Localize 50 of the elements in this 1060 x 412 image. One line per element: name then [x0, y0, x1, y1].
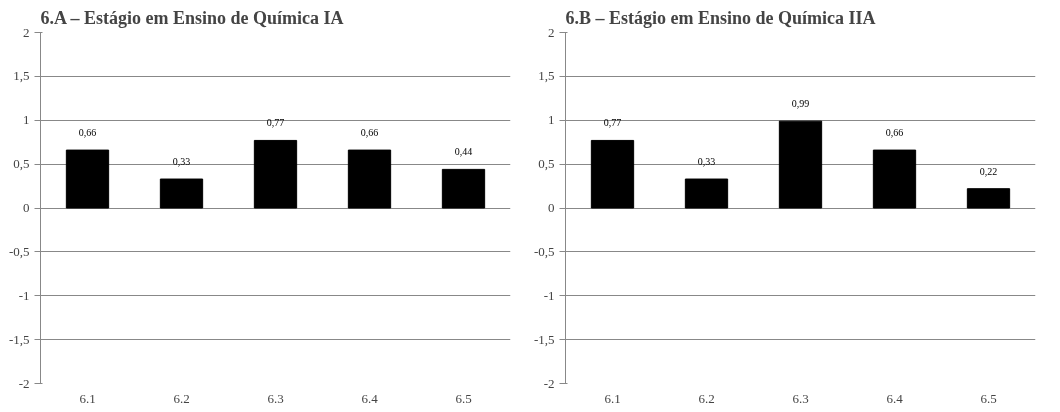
- chart-title: 6.A – Estágio em Ensino de Química IA: [40, 7, 344, 28]
- y-tick-label: 1,5: [13, 68, 30, 84]
- bar: [65, 149, 110, 209]
- y-tick-label: 2: [548, 24, 555, 40]
- x-tick-label: 6.1: [79, 390, 96, 406]
- x-tick-label: 6.2: [173, 390, 190, 406]
- y-tick-label: 1: [23, 112, 30, 128]
- y-tick-label: -1,5: [8, 331, 30, 347]
- x-tick-label: 6.5: [980, 390, 997, 406]
- y-tick-label: -2: [543, 375, 555, 391]
- y-tick-label: 1: [548, 112, 555, 128]
- text: 0,77: [603, 117, 622, 129]
- y-tick-label: -2: [18, 375, 30, 391]
- y-tick-label: -0,5: [533, 243, 555, 259]
- text: 0,22: [979, 165, 998, 177]
- x-tick-label: 6.1: [604, 390, 621, 406]
- x-tick-label: 6.2: [698, 390, 715, 406]
- bar: [872, 149, 917, 209]
- y-tick-label: -0,5: [8, 243, 30, 259]
- text: 0,99: [791, 98, 810, 110]
- bar: [159, 178, 204, 209]
- y-tick-label: 0: [548, 200, 555, 215]
- y-tick-label: 0,5: [13, 156, 30, 172]
- bar: [778, 120, 823, 209]
- bar: [684, 178, 729, 209]
- bar: [441, 168, 486, 209]
- chart-title: 6.B – Estágio em Ensino de Química IIA: [565, 7, 876, 28]
- y-tick-label: 2: [23, 24, 30, 40]
- text: 0,33: [172, 156, 191, 167]
- x-tick-label: 6.4: [886, 390, 904, 406]
- text: 0,66: [360, 127, 379, 139]
- y-tick-label: 1,5: [538, 68, 555, 84]
- y-tick-label: 0,5: [538, 156, 555, 172]
- text: 0,44: [454, 146, 473, 158]
- bar: [253, 139, 298, 209]
- bar: [590, 139, 635, 209]
- text: 0,66: [78, 127, 97, 139]
- x-tick-label: 6.3: [267, 390, 284, 406]
- bar: [347, 149, 392, 209]
- y-tick-label: 0: [23, 200, 30, 215]
- text: 0,77: [266, 117, 285, 129]
- x-tick-label: 6.3: [792, 390, 809, 406]
- y-tick-label: -1: [18, 287, 30, 303]
- y-tick-label: -1: [543, 287, 555, 303]
- bar: [966, 188, 1011, 209]
- x-tick-label: 6.4: [361, 390, 379, 406]
- x-tick-label: 6.5: [455, 390, 472, 406]
- y-tick-label: -1,5: [533, 331, 555, 347]
- text: 0,33: [697, 156, 716, 167]
- text: 0,66: [885, 127, 904, 139]
